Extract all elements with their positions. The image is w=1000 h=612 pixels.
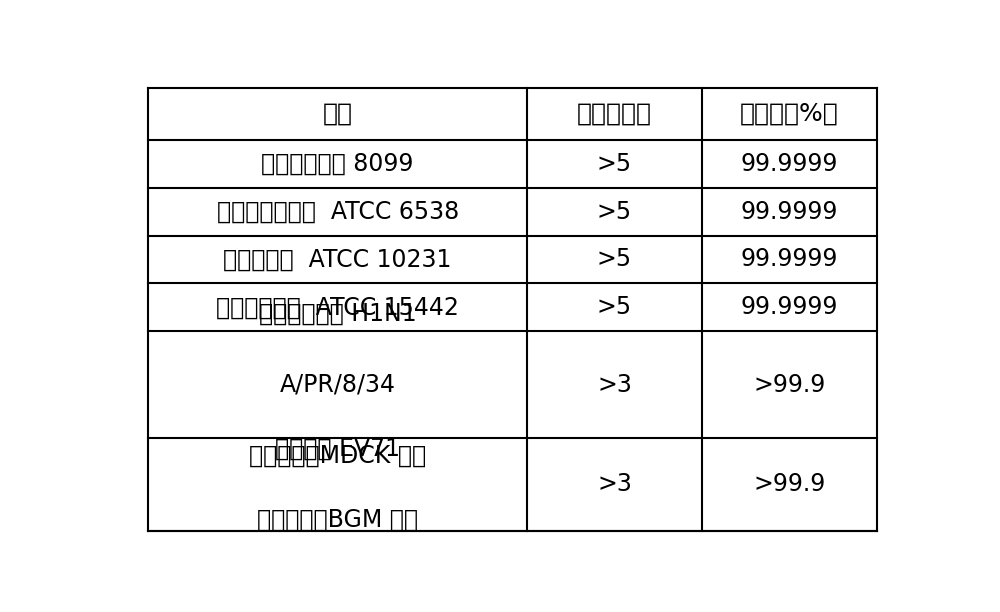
Text: 肠道病毒 EV71

宿主名称：BGM 细胞: 肠道病毒 EV71 宿主名称：BGM 细胞 — [257, 437, 418, 532]
Text: >5: >5 — [597, 295, 632, 319]
Text: 白色念珠菌  ATCC 10231: 白色念珠菌 ATCC 10231 — [223, 247, 452, 272]
Text: >5: >5 — [597, 152, 632, 176]
Text: 大肠埃希氏菌 8099: 大肠埃希氏菌 8099 — [261, 152, 414, 176]
Text: 铜绿假单胞菌  ATCC 15442: 铜绿假单胞菌 ATCC 15442 — [216, 295, 459, 319]
Text: 杀灭率（%）: 杀灭率（%） — [740, 102, 839, 125]
Text: >3: >3 — [597, 472, 632, 496]
Text: 金黄色葡萄球菌  ATCC 6538: 金黄色葡萄球菌 ATCC 6538 — [217, 200, 459, 223]
Text: 99.9999: 99.9999 — [741, 295, 838, 319]
Text: 杀灭对数值: 杀灭对数值 — [577, 102, 652, 125]
Text: >99.9: >99.9 — [753, 472, 825, 496]
Text: >3: >3 — [597, 373, 632, 397]
Text: 99.9999: 99.9999 — [741, 200, 838, 223]
Text: 甲型流感病毒 H1N1

A/PR/8/34

宿主名称：MDCK 细胞: 甲型流感病毒 H1N1 A/PR/8/34 宿主名称：MDCK 细胞 — [249, 302, 426, 468]
Text: >5: >5 — [597, 247, 632, 272]
Text: >99.9: >99.9 — [753, 373, 825, 397]
Text: >5: >5 — [597, 200, 632, 223]
Text: 99.9999: 99.9999 — [741, 247, 838, 272]
Text: 项目: 项目 — [323, 102, 353, 125]
Text: 99.9999: 99.9999 — [741, 152, 838, 176]
